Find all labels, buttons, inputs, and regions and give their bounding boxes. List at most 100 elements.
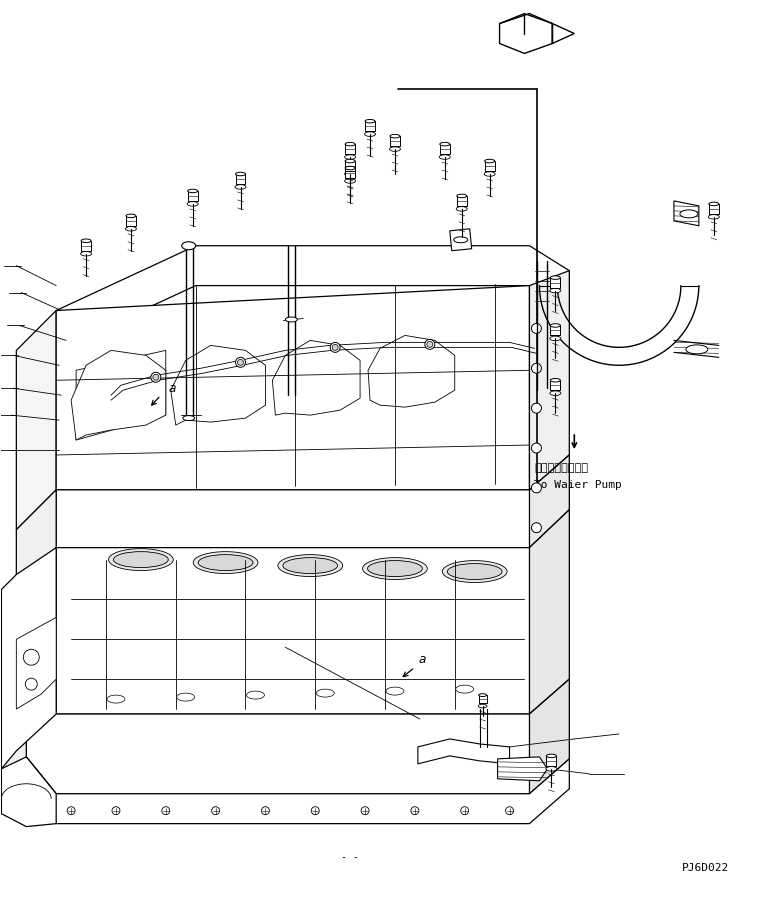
Ellipse shape bbox=[363, 558, 427, 579]
Ellipse shape bbox=[114, 551, 168, 568]
Ellipse shape bbox=[108, 549, 173, 570]
Ellipse shape bbox=[345, 172, 355, 176]
Ellipse shape bbox=[193, 551, 258, 574]
Polygon shape bbox=[484, 161, 494, 171]
Polygon shape bbox=[2, 757, 57, 827]
Text: - -: - - bbox=[342, 851, 359, 861]
Polygon shape bbox=[440, 144, 450, 154]
Ellipse shape bbox=[183, 416, 195, 420]
Ellipse shape bbox=[454, 237, 468, 242]
Polygon shape bbox=[552, 23, 575, 43]
Polygon shape bbox=[546, 756, 556, 766]
Polygon shape bbox=[529, 510, 569, 714]
Polygon shape bbox=[345, 161, 355, 171]
Circle shape bbox=[330, 342, 340, 352]
Polygon shape bbox=[550, 325, 560, 336]
Polygon shape bbox=[2, 548, 57, 769]
Polygon shape bbox=[529, 455, 569, 548]
Ellipse shape bbox=[367, 560, 422, 577]
Ellipse shape bbox=[386, 687, 404, 695]
Ellipse shape bbox=[345, 166, 355, 170]
Text: PJ6D022: PJ6D022 bbox=[681, 864, 729, 874]
Ellipse shape bbox=[546, 754, 556, 758]
Circle shape bbox=[425, 339, 435, 349]
Ellipse shape bbox=[484, 172, 495, 176]
Polygon shape bbox=[550, 380, 560, 391]
Ellipse shape bbox=[686, 345, 707, 354]
Polygon shape bbox=[57, 510, 569, 714]
Circle shape bbox=[24, 649, 39, 665]
Ellipse shape bbox=[439, 154, 450, 159]
Polygon shape bbox=[81, 241, 91, 251]
Ellipse shape bbox=[546, 767, 557, 771]
Circle shape bbox=[532, 323, 542, 333]
Polygon shape bbox=[26, 757, 569, 823]
Ellipse shape bbox=[709, 202, 719, 206]
Circle shape bbox=[25, 678, 37, 691]
Polygon shape bbox=[709, 204, 719, 214]
Ellipse shape bbox=[457, 194, 467, 198]
Circle shape bbox=[532, 443, 542, 453]
Ellipse shape bbox=[680, 210, 698, 218]
Polygon shape bbox=[390, 136, 400, 146]
Text: FWD: FWD bbox=[510, 31, 527, 40]
Ellipse shape bbox=[125, 226, 137, 231]
Ellipse shape bbox=[235, 172, 245, 176]
Polygon shape bbox=[457, 196, 467, 206]
Polygon shape bbox=[550, 277, 560, 287]
Ellipse shape bbox=[283, 558, 338, 574]
Polygon shape bbox=[16, 311, 57, 530]
Circle shape bbox=[532, 523, 542, 533]
Polygon shape bbox=[16, 489, 57, 587]
Polygon shape bbox=[57, 286, 529, 489]
Circle shape bbox=[153, 374, 159, 380]
Polygon shape bbox=[674, 201, 699, 225]
Polygon shape bbox=[418, 739, 510, 764]
Ellipse shape bbox=[550, 323, 560, 327]
Ellipse shape bbox=[708, 215, 719, 219]
Ellipse shape bbox=[81, 239, 91, 242]
Ellipse shape bbox=[484, 159, 494, 163]
Ellipse shape bbox=[316, 689, 334, 697]
Ellipse shape bbox=[182, 242, 196, 250]
Ellipse shape bbox=[478, 704, 487, 708]
Ellipse shape bbox=[285, 317, 297, 322]
Circle shape bbox=[532, 403, 542, 413]
Circle shape bbox=[361, 806, 369, 814]
Ellipse shape bbox=[390, 135, 400, 138]
Text: ウォータポンプへ: ウォータポンプへ bbox=[535, 463, 588, 473]
Polygon shape bbox=[479, 695, 487, 703]
Polygon shape bbox=[497, 757, 547, 780]
Text: To Waier Pump: To Waier Pump bbox=[535, 480, 622, 490]
Ellipse shape bbox=[345, 179, 355, 183]
Polygon shape bbox=[188, 191, 198, 201]
Ellipse shape bbox=[278, 555, 342, 577]
Polygon shape bbox=[450, 229, 471, 251]
Polygon shape bbox=[529, 679, 569, 794]
Polygon shape bbox=[365, 121, 375, 131]
Ellipse shape bbox=[456, 685, 474, 693]
Ellipse shape bbox=[235, 185, 246, 189]
Ellipse shape bbox=[440, 143, 450, 145]
Ellipse shape bbox=[365, 119, 375, 123]
Ellipse shape bbox=[107, 695, 125, 703]
Circle shape bbox=[261, 806, 270, 814]
Ellipse shape bbox=[479, 694, 487, 697]
Polygon shape bbox=[345, 144, 355, 154]
Polygon shape bbox=[71, 350, 166, 440]
Ellipse shape bbox=[550, 336, 561, 340]
Circle shape bbox=[506, 806, 513, 814]
Polygon shape bbox=[500, 13, 552, 54]
Polygon shape bbox=[26, 679, 569, 794]
Circle shape bbox=[532, 483, 542, 493]
Polygon shape bbox=[345, 168, 355, 178]
Ellipse shape bbox=[345, 154, 355, 159]
Ellipse shape bbox=[188, 189, 198, 193]
Ellipse shape bbox=[364, 132, 376, 136]
Text: a: a bbox=[418, 653, 426, 665]
Ellipse shape bbox=[80, 251, 92, 256]
Ellipse shape bbox=[247, 691, 264, 699]
Ellipse shape bbox=[550, 288, 561, 293]
Ellipse shape bbox=[345, 143, 355, 145]
Polygon shape bbox=[76, 350, 166, 440]
